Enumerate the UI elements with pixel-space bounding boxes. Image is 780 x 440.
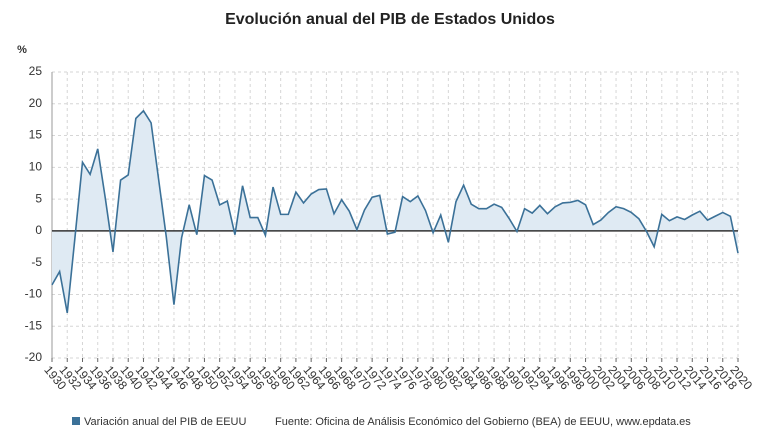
- y-tick-label: -10: [25, 287, 43, 301]
- legend-label: Variación anual del PIB de EEUU: [84, 416, 246, 428]
- legend-marker: [72, 417, 80, 425]
- chart-title: Evolución anual del PIB de Estados Unido…: [225, 11, 555, 28]
- y-tick-label: 0: [35, 223, 42, 237]
- y-tick-label: 15: [29, 128, 43, 142]
- y-axis-label: %: [17, 44, 27, 56]
- y-tick-label: 20: [29, 96, 43, 110]
- y-tick-label: 5: [35, 191, 42, 205]
- y-tick-label: 10: [29, 160, 43, 174]
- area-fill: [52, 110, 738, 313]
- data-line: [51, 109, 739, 314]
- y-tick-label: -20: [25, 350, 43, 364]
- y-tick-label: -15: [25, 318, 43, 332]
- y-tick-label: 25: [29, 64, 43, 78]
- source-note: Fuente: Oficina de Análisis Económico de…: [275, 416, 691, 428]
- y-tick-label: -5: [31, 255, 42, 269]
